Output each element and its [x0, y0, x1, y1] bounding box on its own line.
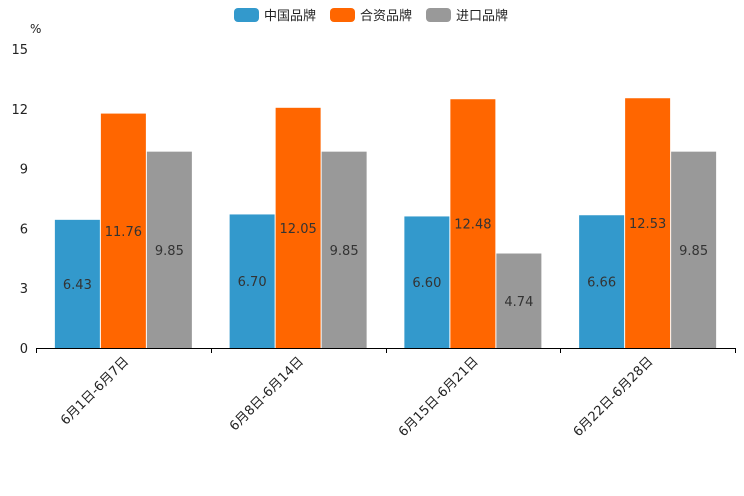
bar-value-label: 6.60: [412, 276, 441, 291]
bar-value-label: 6.43: [63, 278, 92, 293]
bar: [100, 113, 146, 348]
bar: [625, 98, 671, 348]
bar-value-label: 9.85: [155, 244, 184, 259]
bar: [579, 215, 625, 348]
legend-label: 合资品牌: [360, 8, 412, 24]
bar-value-label: 4.74: [504, 295, 533, 310]
x-tick-label: 6月22日-6月28日: [571, 354, 657, 440]
legend-label: 进口品牌: [456, 8, 508, 24]
bar: [146, 151, 192, 348]
bar: [671, 151, 717, 348]
x-tick-label: 6月15日-6月21日: [396, 354, 482, 440]
legend-label: 中国品牌: [264, 8, 316, 24]
x-tick-label: 6月1日-6月7日: [58, 354, 132, 428]
bar-value-label: 9.85: [330, 244, 359, 259]
bar: [404, 216, 450, 348]
bar: [450, 99, 496, 349]
x-tick-label: 6月8日-6月14日: [227, 354, 307, 434]
legend-swatch: [234, 8, 259, 22]
y-tick-label: 9: [20, 163, 28, 178]
bar: [54, 219, 100, 348]
y-tick-label: 3: [20, 282, 28, 297]
bar-value-label: 11.76: [105, 225, 142, 240]
bar-value-label: 6.70: [238, 275, 267, 290]
bar-value-label: 6.66: [587, 276, 616, 291]
bar-value-label: 9.85: [679, 244, 708, 259]
bar: [496, 253, 542, 348]
bar-value-label: 12.05: [280, 222, 317, 237]
bar-value-label: 12.48: [454, 218, 491, 233]
y-axis: 0 3 6 9 12 15: [11, 43, 28, 357]
bar: [321, 151, 367, 348]
y-axis-unit: %: [30, 22, 41, 36]
bar: [229, 214, 275, 348]
bar-value-label: 12.53: [629, 217, 666, 232]
y-tick-label: 6: [20, 222, 28, 237]
legend: 中国品牌 合资品牌 进口品牌: [234, 8, 508, 24]
legend-swatch: [330, 8, 355, 22]
y-tick-label: 12: [11, 103, 28, 118]
bar: [275, 107, 321, 348]
y-tick-label: 0: [20, 342, 28, 357]
bars: 6.43 11.76 9.85 6.70 12.05 9.85 6.60 12.48 4.74 6…: [54, 98, 717, 349]
y-tick-label: 15: [11, 43, 28, 58]
x-axis: 6月1日-6月7日 6月8日-6月14日 6月15日-6月21日 6月22日-6月28…: [36, 348, 736, 440]
legend-swatch: [426, 8, 451, 22]
